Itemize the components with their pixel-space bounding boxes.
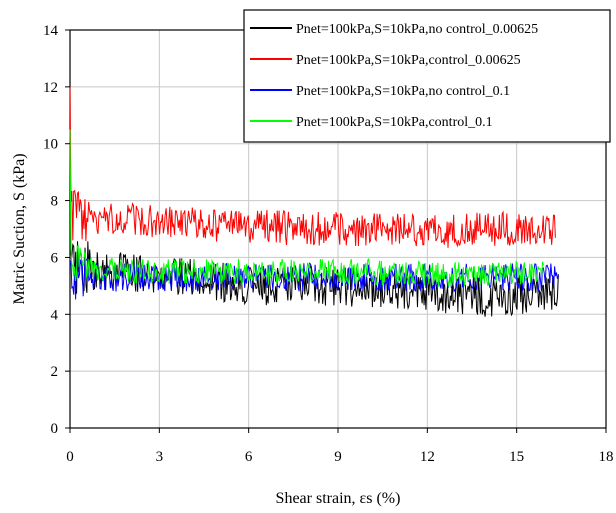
series-layer — [69, 86, 559, 317]
legend-box — [243, 9, 611, 143]
y-tick-label: 4 — [51, 307, 59, 323]
x-tick-label: 3 — [156, 449, 164, 465]
x-tick-label: 0 — [66, 449, 74, 465]
y-tick-label: 6 — [51, 250, 59, 266]
y-tick-label: 12 — [43, 80, 58, 96]
y-tick-label: 10 — [43, 137, 58, 153]
legend-label: Pnet=100kPa,S=10kPa,no control_0.00625 — [296, 22, 538, 37]
x-tick-label: 12 — [420, 449, 435, 465]
series-line-2 — [69, 86, 556, 248]
legend-label: Pnet=100kPa,S=10kPa,control_0.1 — [296, 115, 493, 130]
legend-label: Pnet=100kPa,S=10kPa,no control_0.1 — [296, 84, 510, 99]
series-line-4 — [69, 129, 544, 287]
x-tick-label: 15 — [509, 449, 524, 465]
y-axis-ticks: 0 2 4 6 8 10 12 14 — [43, 23, 70, 437]
x-axis-ticks: 0 3 6 9 12 15 18 — [66, 428, 614, 465]
x-tick-label: 18 — [599, 449, 614, 465]
x-axis-title: Shear strain, εs (%) — [276, 490, 401, 507]
y-tick-label: 8 — [51, 194, 59, 210]
y-tick-label: 2 — [51, 364, 59, 380]
y-tick-label: 14 — [43, 23, 59, 39]
legend-label: Pnet=100kPa,S=10kPa,control_0.00625 — [296, 53, 521, 68]
x-tick-label: 9 — [334, 449, 342, 465]
y-axis-title: Matric Suction, S (kPa) — [11, 153, 28, 304]
y-tick-label: 0 — [51, 421, 59, 437]
series-line-3 — [69, 256, 559, 300]
legend: Pnet=100kPa,S=10kPa,no control_0.00625 Pn… — [243, 9, 611, 143]
x-tick-label: 6 — [245, 449, 253, 465]
